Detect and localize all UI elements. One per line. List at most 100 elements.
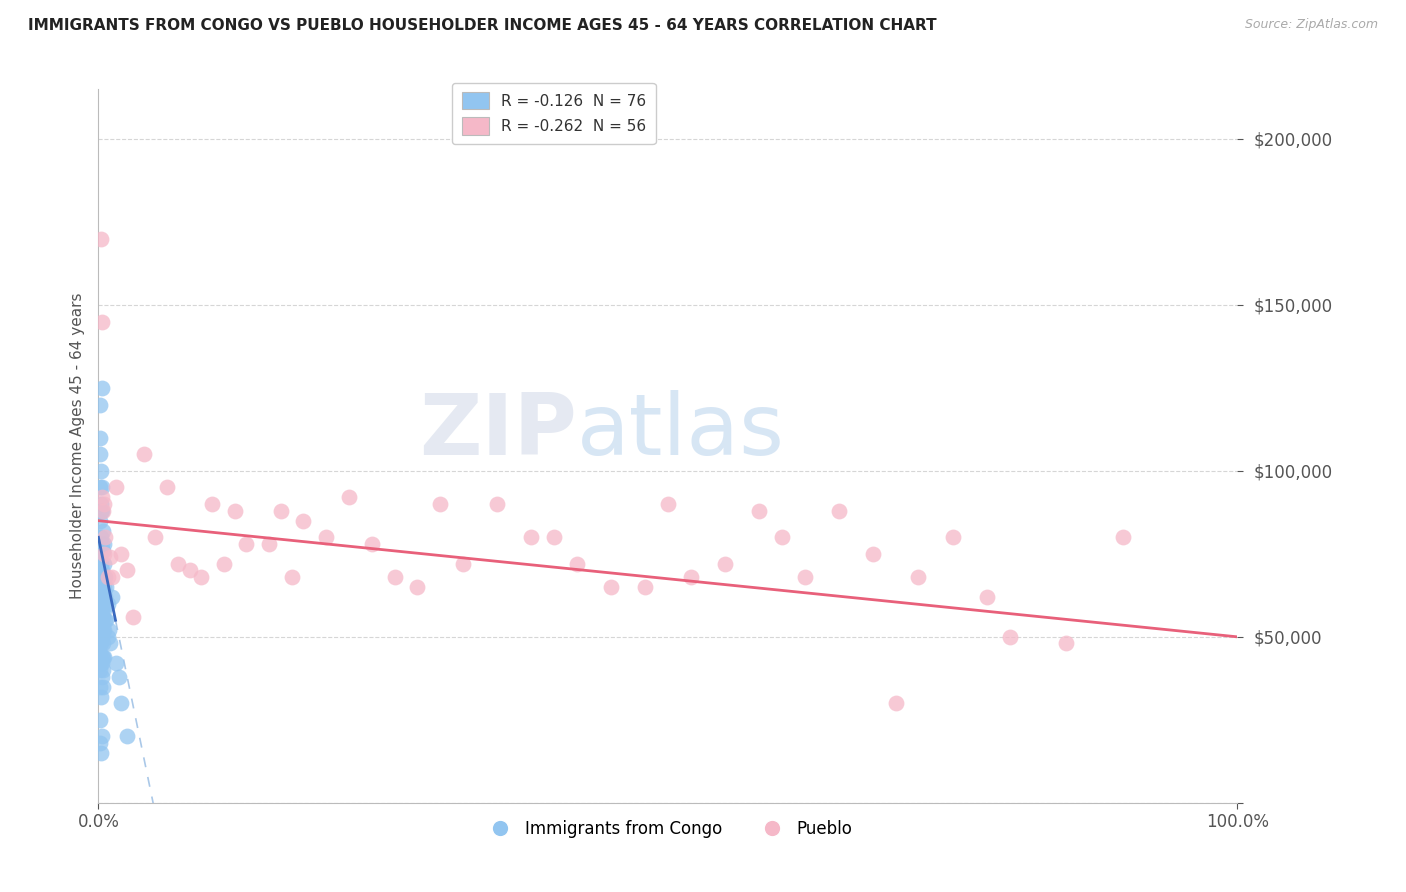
Point [96, 613, 118, 627]
Legend: Immigrants from Congo, Pueblo: Immigrants from Congo, Pueblo [477, 814, 859, 845]
Point [89, 613, 111, 627]
Point [90, 491, 112, 505]
Point [451, 557, 474, 571]
Point [89, 597, 111, 611]
Point [90, 657, 112, 671]
Point [91, 610, 114, 624]
Point [90, 381, 112, 395]
Point [907, 570, 929, 584]
Point [90, 564, 112, 578]
Point [89, 397, 111, 411]
Point [315, 530, 337, 544]
Point [998, 630, 1021, 644]
Point [89, 514, 111, 528]
Point [91, 570, 114, 584]
Point [94, 530, 117, 544]
Point [429, 497, 451, 511]
Point [91, 597, 114, 611]
Point [90, 504, 112, 518]
Point [337, 491, 360, 505]
Point [89, 736, 111, 750]
Point [292, 514, 315, 528]
Point [1112, 530, 1135, 544]
Point [96, 597, 118, 611]
Point [235, 537, 257, 551]
Point [89, 580, 111, 594]
Point [96, 630, 118, 644]
Point [360, 537, 382, 551]
Point [89, 547, 111, 561]
Point [406, 580, 429, 594]
Point [91, 524, 114, 538]
Point [862, 547, 884, 561]
Point [90, 530, 112, 544]
Point [600, 580, 623, 594]
Point [93, 537, 115, 551]
Point [91, 663, 114, 677]
Point [93, 624, 115, 638]
Point [93, 649, 115, 664]
Point [89, 630, 111, 644]
Point [94, 590, 117, 604]
Point [90, 730, 112, 744]
Point [90, 557, 112, 571]
Point [179, 564, 201, 578]
Point [90, 636, 112, 650]
Point [89, 447, 111, 461]
Point [565, 557, 588, 571]
Point [270, 504, 292, 518]
Point [145, 530, 167, 544]
Point [91, 543, 114, 558]
Point [90, 497, 112, 511]
Point [104, 481, 127, 495]
Point [634, 580, 657, 594]
Point [90, 657, 112, 671]
Point [91, 636, 114, 650]
Y-axis label: Householder Income Ages 45 - 64 years: Householder Income Ages 45 - 64 years [69, 293, 84, 599]
Point [89, 647, 111, 661]
Text: Source: ZipAtlas.com: Source: ZipAtlas.com [1244, 18, 1378, 31]
Point [115, 564, 138, 578]
Point [94, 613, 117, 627]
Point [90, 590, 112, 604]
Text: IMMIGRANTS FROM CONGO VS PUEBLO HOUSEHOLDER INCOME AGES 45 - 64 YEARS CORRELATIO: IMMIGRANTS FROM CONGO VS PUEBLO HOUSEHOL… [28, 18, 936, 33]
Point [520, 530, 543, 544]
Point [110, 696, 132, 710]
Point [89, 564, 111, 578]
Point [90, 504, 112, 518]
Point [91, 624, 114, 638]
Point [90, 231, 112, 245]
Point [884, 696, 907, 710]
Point [793, 570, 815, 584]
Point [98, 636, 121, 650]
Point [90, 481, 112, 495]
Point [90, 630, 112, 644]
Point [90, 746, 112, 760]
Point [156, 481, 179, 495]
Point [90, 603, 112, 617]
Text: atlas: atlas [576, 390, 785, 474]
Point [384, 570, 406, 584]
Point [89, 636, 111, 650]
Point [1054, 636, 1078, 650]
Point [93, 497, 115, 511]
Point [93, 557, 115, 571]
Point [89, 663, 111, 677]
Point [543, 530, 565, 544]
Point [748, 504, 770, 518]
Point [90, 624, 112, 638]
Point [89, 613, 111, 627]
Point [91, 504, 114, 518]
Point [91, 590, 114, 604]
Point [90, 464, 112, 478]
Point [121, 610, 143, 624]
Point [90, 603, 112, 617]
Point [90, 613, 112, 627]
Point [976, 590, 998, 604]
Point [98, 550, 121, 565]
Point [259, 537, 281, 551]
Point [91, 680, 114, 694]
Text: ZIP: ZIP [419, 390, 576, 474]
Point [91, 649, 114, 664]
Point [101, 590, 124, 604]
